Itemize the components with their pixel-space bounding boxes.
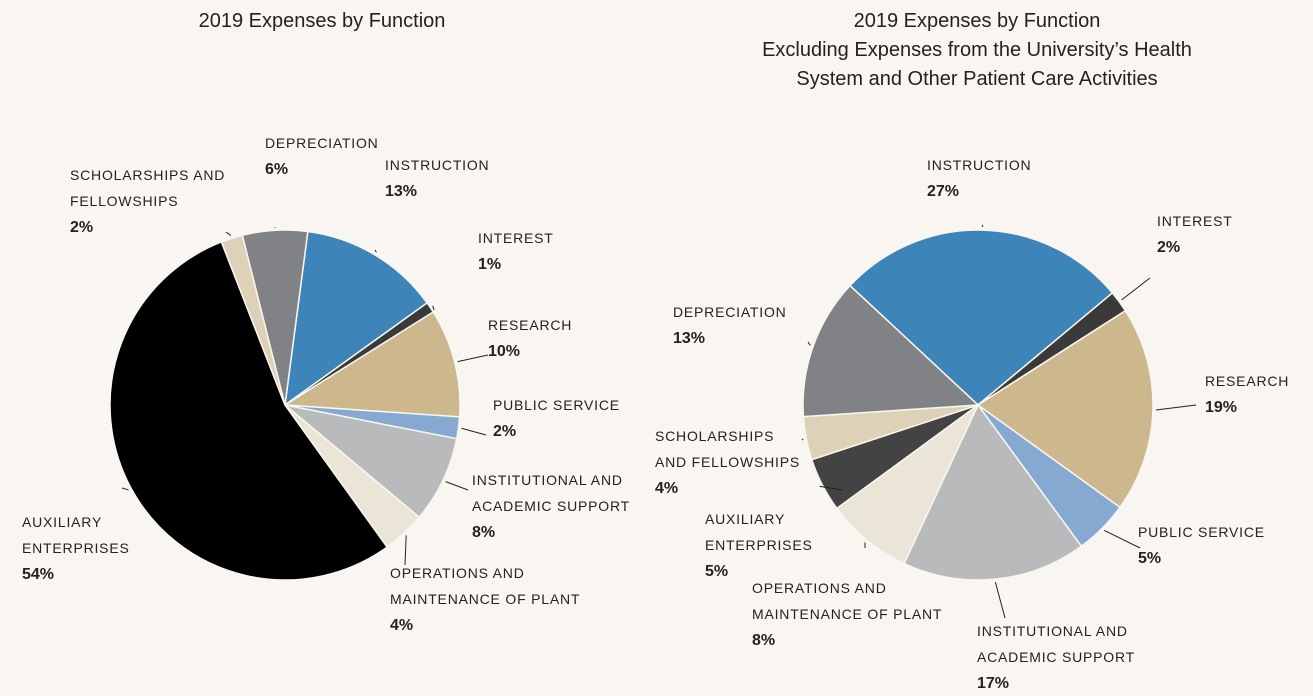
category-label: OPERATIONS AND MAINTENANCE OF PLANT xyxy=(390,565,580,607)
value-label: 2% xyxy=(493,423,516,440)
category-label: INSTITUTIONAL AND ACADEMIC SUPPORT xyxy=(472,472,630,514)
chart-subtitle: Excluding Expenses from the University’s… xyxy=(762,39,1192,90)
category-label: DEPRECIATION xyxy=(265,135,379,151)
value-label: 4% xyxy=(655,480,678,497)
category-label: PUBLIC SERVICE xyxy=(1138,524,1265,540)
category-label: RESEARCH xyxy=(488,317,572,333)
pie-slice xyxy=(848,229,1114,406)
pie-slice xyxy=(284,230,429,407)
value-label: 17% xyxy=(977,675,1009,692)
pie-slice xyxy=(109,240,389,581)
leader-line xyxy=(432,305,435,311)
category-label: PUBLIC SERVICE xyxy=(493,397,620,413)
leader-line xyxy=(404,535,407,566)
leader-line xyxy=(807,341,811,346)
value-label: 6% xyxy=(265,161,288,178)
category-label: SCHOLARSHIPS AND FELLOWSHIPS xyxy=(70,167,225,209)
value-label: 54% xyxy=(22,566,54,583)
category-label: SCHOLARSHIPS AND FELLOWSHIPS xyxy=(655,428,800,470)
leader-line xyxy=(801,438,804,441)
value-label: 10% xyxy=(488,343,520,360)
value-label: 2% xyxy=(70,219,93,236)
leader-line xyxy=(1155,404,1197,411)
value-label: 4% xyxy=(390,617,413,634)
category-label: INTEREST xyxy=(478,230,554,246)
leader-line xyxy=(1121,277,1151,301)
value-label: 5% xyxy=(1138,550,1161,567)
chart-title: 2019 Expenses by Function xyxy=(199,10,446,32)
category-label: RESEARCH xyxy=(1205,373,1289,389)
leader-line xyxy=(225,231,232,236)
chart-title: 2019 Expenses by Function xyxy=(854,10,1101,32)
category-label: INSTRUCTION xyxy=(927,157,1031,173)
leader-line xyxy=(457,354,489,363)
value-label: 2% xyxy=(1157,239,1180,256)
category-label: INTEREST xyxy=(1157,213,1233,229)
value-label: 5% xyxy=(705,563,728,580)
leader-line xyxy=(374,249,377,253)
pie-slice xyxy=(976,309,1154,509)
pie-slice xyxy=(802,284,980,418)
pie-slice xyxy=(241,229,309,406)
leader-line xyxy=(121,487,129,491)
category-label: AUXILIARY ENTERPRISES xyxy=(705,511,813,553)
category-label: INSTRUCTION xyxy=(385,157,489,173)
value-label: 8% xyxy=(752,632,775,649)
leader-line xyxy=(981,224,984,228)
value-label: 13% xyxy=(673,330,705,347)
leader-line xyxy=(461,427,487,436)
value-label: 8% xyxy=(472,524,495,541)
value-label: 1% xyxy=(478,256,501,273)
leader-line xyxy=(994,582,1006,619)
pie-slice xyxy=(282,310,461,418)
leader-line xyxy=(819,485,844,491)
category-label: OPERATIONS AND MAINTENANCE OF PLANT xyxy=(752,580,942,622)
leader-line xyxy=(1104,529,1141,549)
pie-slice xyxy=(903,403,1083,581)
category-label: DEPRECIATION xyxy=(673,304,787,320)
category-label: AUXILIARY ENTERPRISES xyxy=(22,514,130,556)
value-label: 13% xyxy=(385,183,417,200)
leader-line xyxy=(445,481,469,491)
category-label: INSTITUTIONAL AND ACADEMIC SUPPORT xyxy=(977,623,1135,665)
value-label: 27% xyxy=(927,183,959,200)
value-label: 19% xyxy=(1205,399,1237,416)
